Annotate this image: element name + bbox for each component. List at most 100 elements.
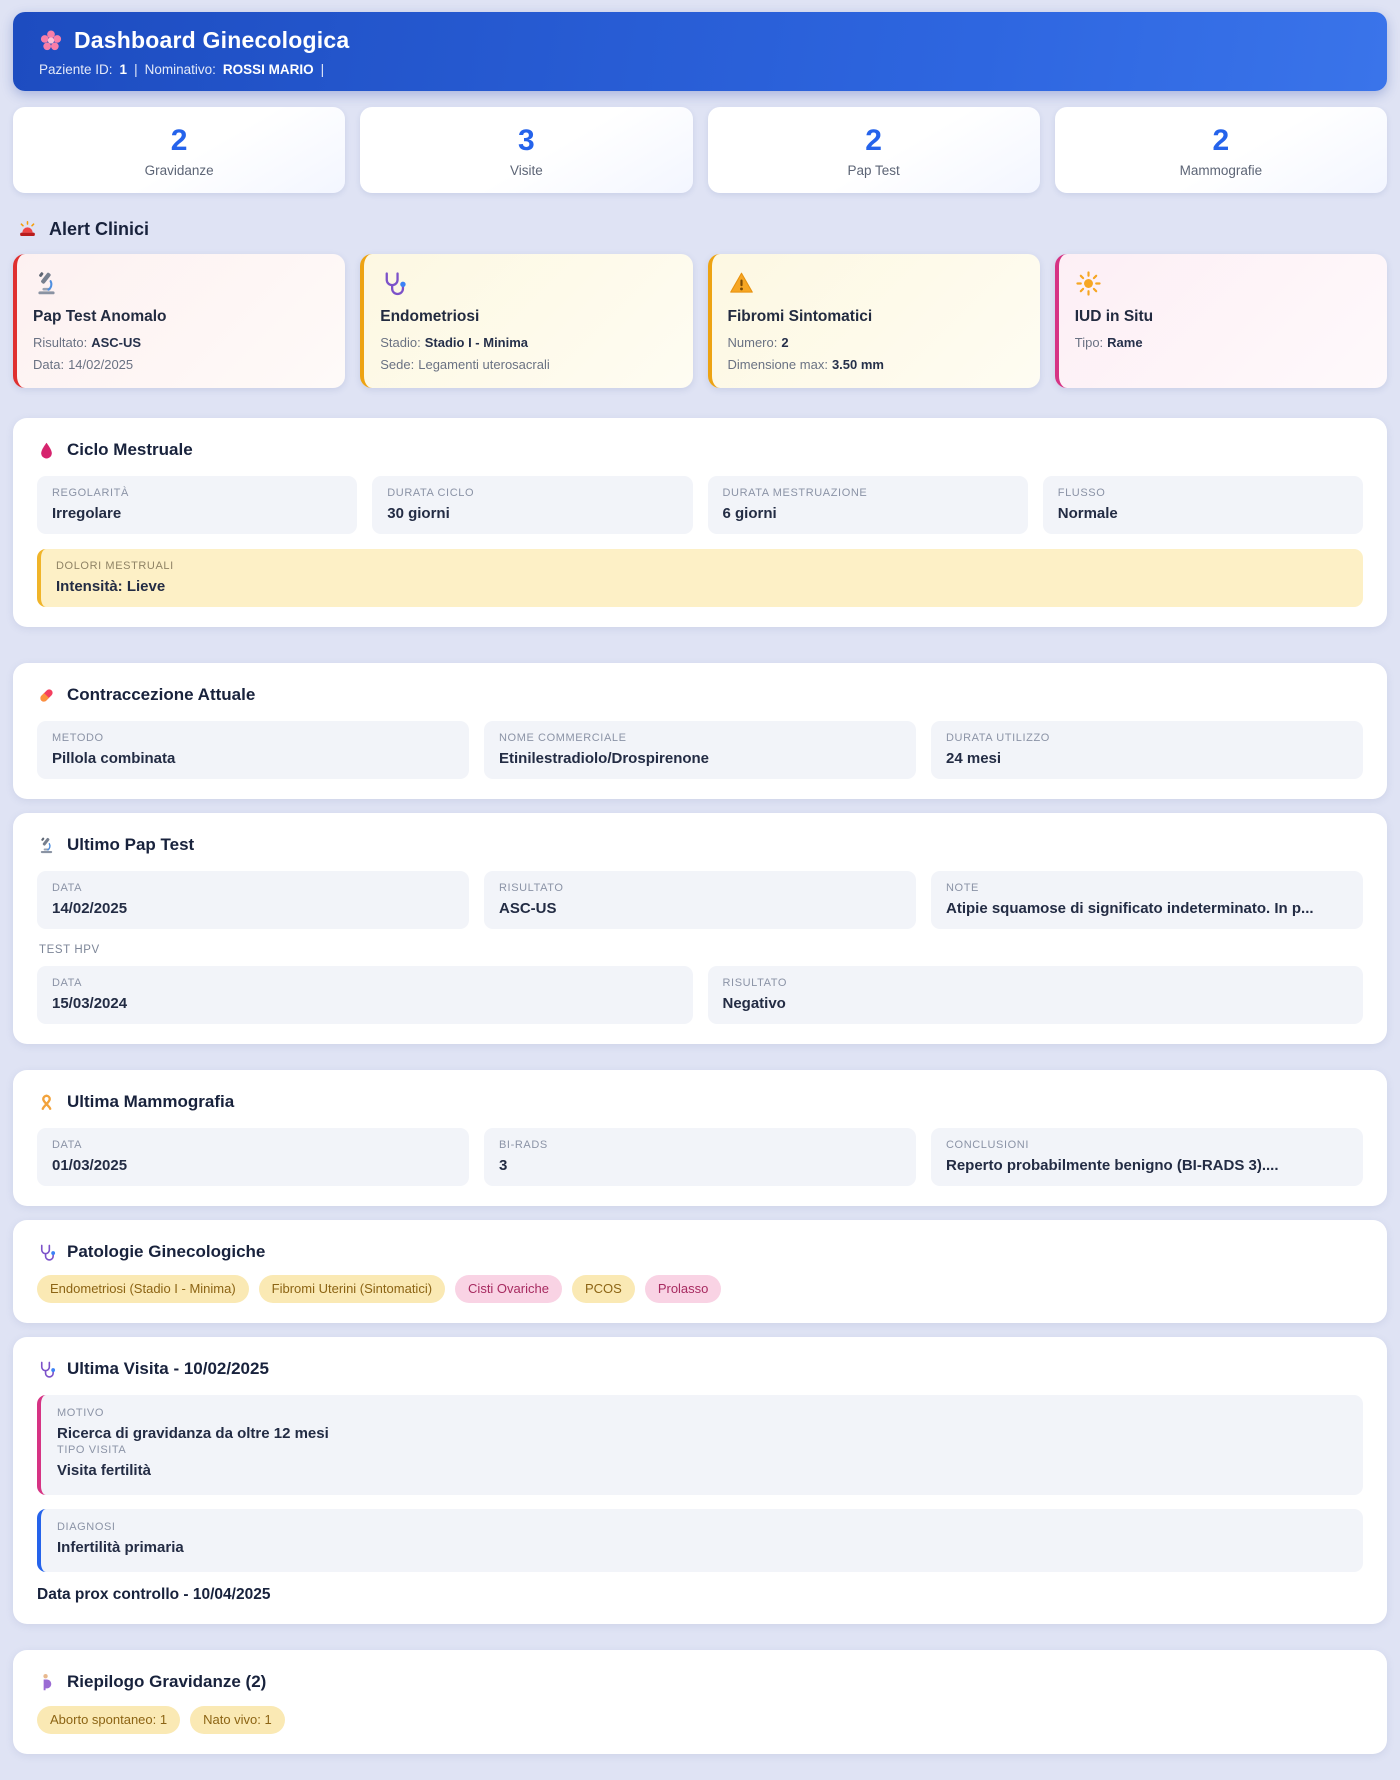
field-hpv-risultato: RISULTATO Negativo [707,966,1363,1025]
field-conclusioni: CONCLUSIONI Reperto probabilmente benign… [931,1128,1363,1187]
warning-icon [728,270,755,297]
separator: | [320,62,325,77]
pathologies-card-title: Patologie Ginecologiche [37,1242,1363,1262]
patient-info-bar: Paziente ID: 1 | Nominativo: ROSSI MARIO… [39,62,1361,77]
next-check-date: Data prox controllo - 10/04/2025 [37,1586,271,1604]
alert-line: Stadio: Stadio I - Minima [380,334,676,352]
alert-line-value: 2 [781,335,789,350]
field-data: DATA 14/02/2025 [37,871,469,930]
field-label: DIAGNOSI [57,1521,116,1534]
app-header: Dashboard Ginecologica Paziente ID: 1 | … [13,12,1387,91]
stat-value: 2 [865,124,882,157]
field-label: DATA [52,977,83,990]
field-value: Reperto probabilmente benigno (BI-RADS 3… [946,1157,1279,1175]
field-regolarita: REGOLARITÀ Irregolare [37,476,358,535]
field-flusso: FLUSSO Normale [1042,476,1363,535]
alert-card-endometriosi: Endometriosi Stadio: Stadio I - Minima Se… [360,254,693,389]
field-data: DATA 01/03/2025 [37,1128,469,1187]
visit-diagnosi-box: DIAGNOSI Infertilità primaria [37,1509,1363,1573]
field-label: NOTE [946,882,979,895]
pathology-badges: Endometriosi (Stadio I - Minima) Fibromi… [37,1275,1363,1304]
last-visit-card-title: Ultima Visita - 10/02/2025 [37,1359,1363,1379]
alert-line-label: Data: [33,356,65,372]
field-label: REGOLARITÀ [52,487,129,500]
field-value: Negativo [722,995,786,1013]
contraception-fields: METODO Pillola combinata NOME COMMERCIAL… [37,721,1363,780]
stat-label: Visite [509,163,543,178]
last-visit-title-text: Ultima Visita - 10/02/2025 [67,1359,269,1379]
field-value: Infertilità primaria [57,1539,184,1557]
field-value: 30 giorni [387,505,450,523]
sun-icon [1075,270,1102,297]
alert-line: Dimensione max: 3.50 mm [728,356,1024,374]
field-label: FLUSSO [1057,487,1106,500]
stat-label: Gravidanze [144,163,214,178]
alerts-row: Pap Test Anomalo Risultato: ASC-US Data: 1… [13,254,1387,389]
drop-icon [37,441,56,460]
microscope-icon [33,270,60,297]
stats-row: 2 Gravidanze 3 Visite 2 Pap Test 2 Mammo… [13,107,1387,193]
pregnancy-badges: Aborto spontaneo: 1 Nato vivo: 1 [37,1706,1363,1735]
field-label: DURATA MESTRUAZIONE [722,487,868,500]
stat-card-visite: 3 Visite [360,107,693,193]
field-label: NOME COMMERCIALE [499,732,627,745]
alert-line-label: Stadio: [380,335,421,350]
field-hpv-data: DATA 15/03/2024 [37,966,693,1025]
pathology-badge: PCOS [571,1275,635,1304]
alert-line: Tipo: Rame [1075,334,1371,352]
field-label: BI-RADS [499,1139,548,1152]
flower-icon [39,29,63,53]
pregnant-woman-icon [37,1673,56,1692]
alert-line-label: Dimensione max: [727,356,828,372]
field-label: DATA [52,882,83,895]
cycle-card: Ciclo Mestruale REGOLARITÀ Irregolare DU… [13,418,1387,628]
field-label: DURATA CICLO [387,487,475,500]
alert-line-value: Legamenti uterosacrali [418,356,550,372]
field-durata-ciclo: DURATA CICLO 30 giorni [372,476,693,535]
field-value: Intensità: Lieve [56,578,166,596]
stethoscope-icon [37,1360,56,1379]
field-birads: BI-RADS 3 [484,1128,916,1187]
alert-title: Fibromi Sintomatici [727,308,873,325]
field-label: TIPO VISITA [57,1444,127,1457]
pathologies-card: Patologie Ginecologiche Endometriosi (St… [13,1220,1387,1324]
field-note: NOTE Atipie squamose di significato inde… [931,871,1363,930]
visit-motivo-box: MOTIVO Ricerca di gravidanza da oltre 12… [37,1395,1363,1496]
alert-card-iud: IUD in Situ Tipo: Rame [1054,254,1387,389]
field-value: ASC-US [499,900,557,918]
alert-line-label: Numero: [727,335,778,350]
field-value: Ricerca di gravidanza da oltre 12 mesi [57,1425,329,1443]
mammography-card-title: Ultima Mammografia [37,1092,1363,1112]
pap-test-fields: DATA 14/02/2025 RISULTATO ASC-US NOTE At… [37,871,1363,930]
field-value: Normale [1057,505,1118,523]
cycle-fields: REGOLARITÀ Irregolare DURATA CICLO 30 gi… [37,476,1363,535]
field-value: 24 mesi [946,750,1002,768]
pain-box: DOLORI MESTRUALI Intensità: Lieve [37,549,1363,608]
stat-label: Mammografie [1179,163,1263,178]
alert-line-value: Rame [1107,335,1143,350]
stethoscope-icon [380,270,407,297]
last-visit-card: Ultima Visita - 10/02/2025 MOTIVO Ricerc… [13,1337,1387,1625]
cycle-title-text: Ciclo Mestruale [67,440,193,460]
field-label: METODO [52,732,104,745]
pregnancy-badge: Nato vivo: 1 [190,1706,285,1735]
field-value: Atipie squamose di significato indetermi… [946,900,1314,918]
stat-value: 3 [518,124,535,157]
field-label: RISULTATO [499,882,564,895]
siren-icon [17,219,38,240]
field-label: RISULTATO [722,977,787,990]
cycle-card-title: Ciclo Mestruale [37,440,1363,460]
hpv-section-label: TEST HPV [39,944,100,957]
alert-line: Sede: Legamenti uterosacrali [380,356,676,374]
alert-line-label: Tipo: [1074,335,1104,350]
pregnancies-title-text: Riepilogo Gravidanze (2) [67,1672,267,1692]
field-value: 3 [499,1157,508,1175]
pap-test-title-text: Ultimo Pap Test [67,835,195,855]
stat-value: 2 [170,124,188,157]
stat-value: 2 [1212,124,1230,157]
field-label: MOTIVO [57,1407,104,1420]
pathologies-title-text: Patologie Ginecologiche [67,1242,266,1262]
field-value: 6 giorni [722,505,777,523]
pap-test-card: Ultimo Pap Test DATA 14/02/2025 RISULTAT… [13,813,1387,1045]
pathology-badge: Endometriosi (Stadio I - Minima) [37,1275,249,1304]
